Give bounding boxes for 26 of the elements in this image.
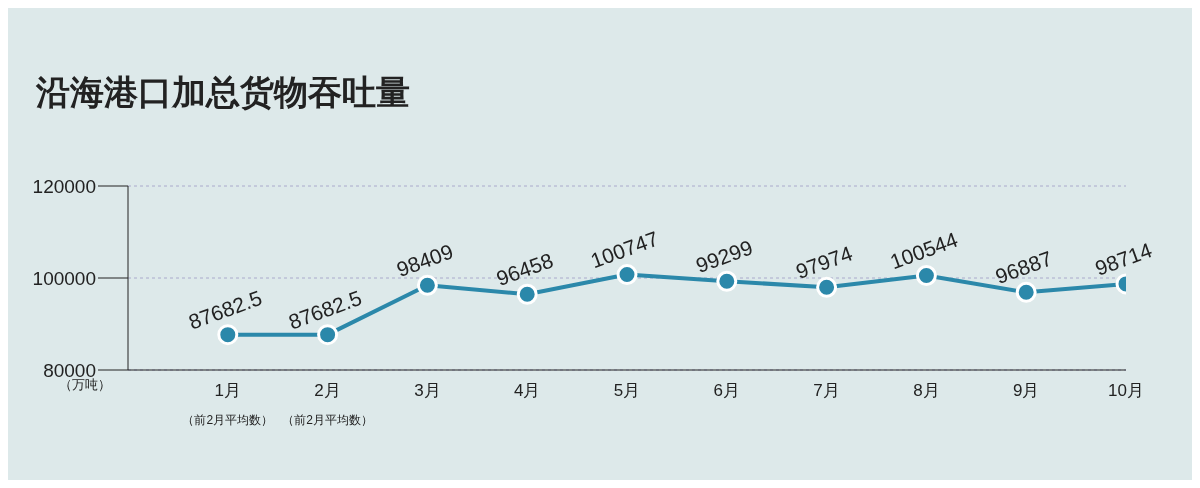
- y-tick-label: 120000: [32, 175, 96, 197]
- x-tick-label: 2月: [314, 381, 341, 400]
- x-tick-label: 10月: [1108, 381, 1144, 400]
- data-label: 98409: [393, 239, 457, 282]
- x-tick-label: 6月: [713, 381, 741, 400]
- x-tick-label: 8月: [913, 381, 940, 400]
- x-tick-label: 1月: [214, 381, 242, 400]
- data-label: 99299: [692, 235, 756, 277]
- data-label: 96458: [493, 248, 557, 291]
- chart-title: 沿海港口加总货物吞吐量: [36, 72, 410, 113]
- y-tick-label: 100000: [32, 267, 96, 289]
- text: （前2月平均数）: [182, 413, 274, 427]
- data-label: 98714: [1092, 237, 1156, 280]
- x-tick-label: 3月: [414, 381, 441, 400]
- x-tick-label: 9月: [1012, 381, 1040, 400]
- x-tick-label: 7月: [813, 381, 840, 400]
- point: [816, 276, 838, 298]
- point: [1015, 281, 1037, 303]
- x-tick-label: 4月: [513, 381, 541, 400]
- point: [416, 274, 438, 296]
- point: [516, 283, 538, 305]
- point: [716, 270, 738, 292]
- data-label: 97974: [792, 241, 856, 284]
- x-tick-label: 5月: [613, 381, 641, 400]
- text: （前2月平均数）: [282, 413, 373, 427]
- data-label: 96887: [992, 246, 1056, 289]
